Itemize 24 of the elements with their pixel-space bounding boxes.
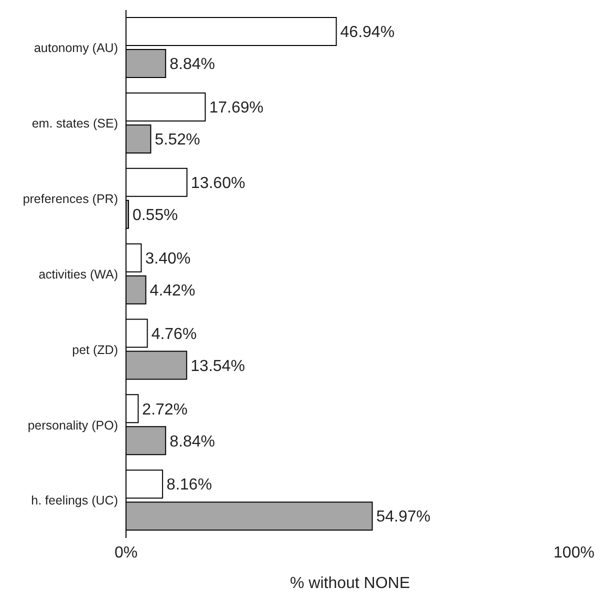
data-label: 0.55%	[132, 207, 178, 224]
y-tick-label: activities (WA)	[38, 267, 118, 282]
y-tick-label: personality (PO)	[28, 418, 118, 432]
data-label: 4.76%	[151, 326, 197, 343]
y-tick-label: autonomy (AU)	[34, 41, 118, 56]
data-label: 3.40%	[145, 250, 191, 268]
data-label: 8.84%	[170, 56, 215, 74]
x-tick-label: 0%	[114, 544, 138, 562]
data-label: 8.16%	[166, 476, 212, 494]
y-tick-label: h. feelings (UC)	[31, 494, 118, 508]
y-tick-label: em. states (SE)	[32, 116, 118, 131]
data-label: 5.52%	[154, 132, 200, 149]
x-axis-title: % without NONE	[290, 575, 410, 592]
data-label: 46.94%	[340, 24, 395, 42]
data-label: 2.72%	[142, 401, 188, 418]
y-tick-label: preferences (PR)	[22, 192, 118, 206]
x-tick-label: 100%	[554, 544, 594, 562]
data-label: 54.97%	[376, 508, 431, 526]
y-tick-label: pet (ZD)	[72, 342, 118, 357]
data-label: 4.42%	[150, 282, 196, 300]
data-label: 13.54%	[190, 358, 245, 375]
data-label: 8.84%	[170, 433, 215, 450]
data-label: 17.69%	[209, 100, 264, 117]
data-label: 13.60%	[190, 175, 246, 192]
